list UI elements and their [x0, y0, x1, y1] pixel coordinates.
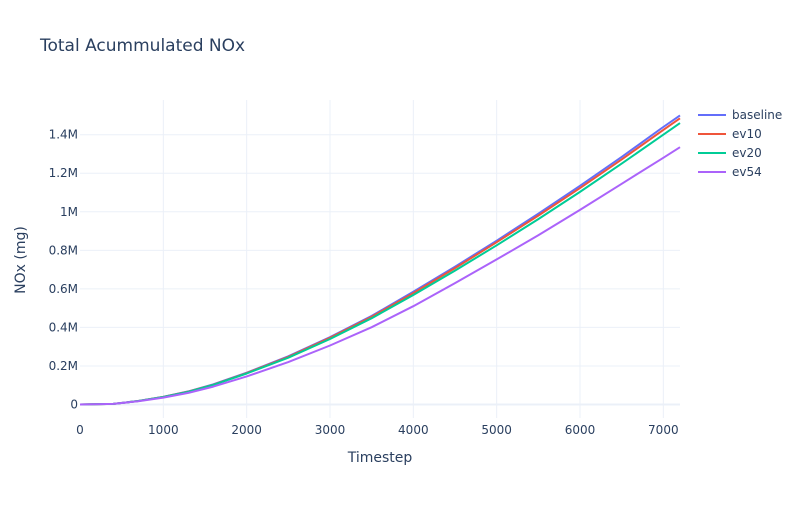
legend-item-ev20[interactable]: ev20: [698, 146, 762, 160]
legend-item-ev54[interactable]: ev54: [698, 165, 762, 179]
y-tick-label: 0.8M: [49, 243, 78, 257]
grid: [80, 100, 680, 418]
x-tick-label: 3000: [315, 423, 346, 437]
legend-label: ev20: [732, 146, 762, 160]
series-lines: [79, 114, 681, 406]
legend-item-baseline[interactable]: baseline: [698, 108, 782, 122]
y-tick-label: 0: [70, 398, 78, 412]
y-tick-label: 0.2M: [49, 359, 78, 373]
y-axis-title: NOx (mg): [13, 226, 29, 294]
x-tick-label: 0: [76, 423, 84, 437]
y-tick-label: 1M: [60, 205, 78, 219]
series-line-ev54: [79, 146, 681, 406]
y-tick-label: 0.6M: [49, 282, 78, 296]
legend-label: ev54: [732, 165, 762, 179]
legend[interactable]: baseline ev10 ev20 ev54: [698, 108, 782, 179]
legend-label: ev10: [732, 127, 762, 141]
series-line-ev20: [79, 122, 681, 406]
x-tick-label: 5000: [481, 423, 512, 437]
x-tick-label: 6000: [565, 423, 596, 437]
y-tick-label: 1.4M: [49, 128, 78, 142]
x-axis-title: Timestep: [347, 450, 413, 466]
series-line-ev10: [79, 117, 681, 406]
axis-ticks: 0 1000 2000 3000 4000 5000 6000 7000 0 0.2M 0.4M 0.…: [49, 128, 679, 437]
y-tick-label: 1.2M: [49, 166, 78, 180]
series-line-baseline: [79, 114, 681, 406]
y-tick-label: 0.4M: [49, 320, 78, 334]
x-tick-label: 1000: [148, 423, 179, 437]
x-tick-label: 4000: [398, 423, 429, 437]
x-tick-label: 2000: [231, 423, 262, 437]
chart-title: Total Acummulated NOx: [39, 36, 245, 56]
legend-label: baseline: [732, 108, 782, 122]
x-tick-label: 7000: [648, 423, 679, 437]
legend-item-ev10[interactable]: ev10: [698, 127, 762, 141]
